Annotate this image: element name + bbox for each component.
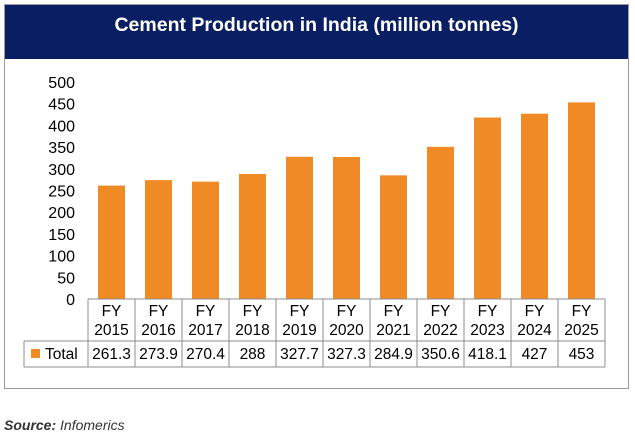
x-tick-label: 2016	[141, 322, 175, 339]
bar	[521, 113, 548, 299]
x-tick-label: 2023	[470, 322, 504, 339]
bar	[568, 102, 595, 299]
bar	[239, 174, 266, 299]
x-tick-label: FY	[431, 303, 451, 320]
y-tick-label: 350	[48, 140, 75, 157]
chart-title: Cement Production in India (million tonn…	[114, 13, 519, 36]
bar	[427, 146, 454, 299]
data-label: 261.3	[92, 346, 131, 363]
x-tick-label: 2020	[329, 322, 364, 339]
source-note: Source: Infomerics	[4, 417, 125, 433]
data-label: 327.7	[280, 346, 319, 363]
x-tick-label: FY	[196, 303, 216, 320]
x-tick-label: FY	[384, 303, 404, 320]
data-label: 327.3	[327, 346, 366, 363]
data-label: 270.4	[186, 346, 225, 363]
bar	[98, 185, 125, 299]
source-text: Infomerics	[60, 417, 125, 433]
x-tick-label: 2025	[564, 322, 598, 339]
legend-label: Total	[45, 346, 78, 363]
x-tick-label: 2019	[282, 322, 316, 339]
data-label: 350.6	[421, 346, 460, 363]
source-label: Source:	[4, 417, 57, 433]
y-tick-label: 450	[48, 97, 75, 114]
data-label: 288	[240, 346, 266, 363]
y-tick-label: 250	[48, 184, 75, 201]
x-tick-label: 2015	[94, 322, 128, 339]
y-tick-label: 150	[48, 227, 75, 244]
x-tick-label: 2022	[423, 322, 457, 339]
x-tick-label: FY	[243, 303, 263, 320]
x-tick-label: 2024	[517, 322, 552, 339]
y-tick-label: 50	[57, 270, 75, 287]
data-label: 284.9	[374, 346, 413, 363]
y-tick-label: 300	[48, 162, 75, 179]
x-tick-label: FY	[290, 303, 310, 320]
y-tick-label: 500	[48, 75, 75, 92]
x-tick-label: 2021	[376, 322, 410, 339]
bar	[145, 180, 172, 299]
bar	[474, 117, 501, 299]
data-label: 427	[522, 346, 548, 363]
x-tick-label: 2018	[235, 322, 269, 339]
x-tick-label: FY	[478, 303, 498, 320]
data-label: 453	[569, 346, 595, 363]
x-tick-label: FY	[525, 303, 545, 320]
bar	[286, 156, 313, 299]
y-tick-label: 400	[48, 118, 75, 135]
data-label: 273.9	[139, 346, 178, 363]
x-tick-label: FY	[572, 303, 592, 320]
bar	[380, 175, 407, 299]
x-tick-label: FY	[337, 303, 357, 320]
bar	[333, 156, 360, 299]
data-label: 418.1	[468, 346, 507, 363]
y-tick-label: 100	[48, 249, 75, 266]
x-tick-label: FY	[102, 303, 122, 320]
x-tick-label: 2017	[188, 322, 222, 339]
x-tick-label: FY	[149, 303, 169, 320]
y-tick-label: 0	[66, 292, 75, 309]
bar	[192, 181, 219, 299]
chart-title-bar: Cement Production in India (million tonn…	[5, 5, 628, 59]
legend-swatch	[31, 349, 40, 358]
y-tick-label: 200	[48, 205, 75, 222]
